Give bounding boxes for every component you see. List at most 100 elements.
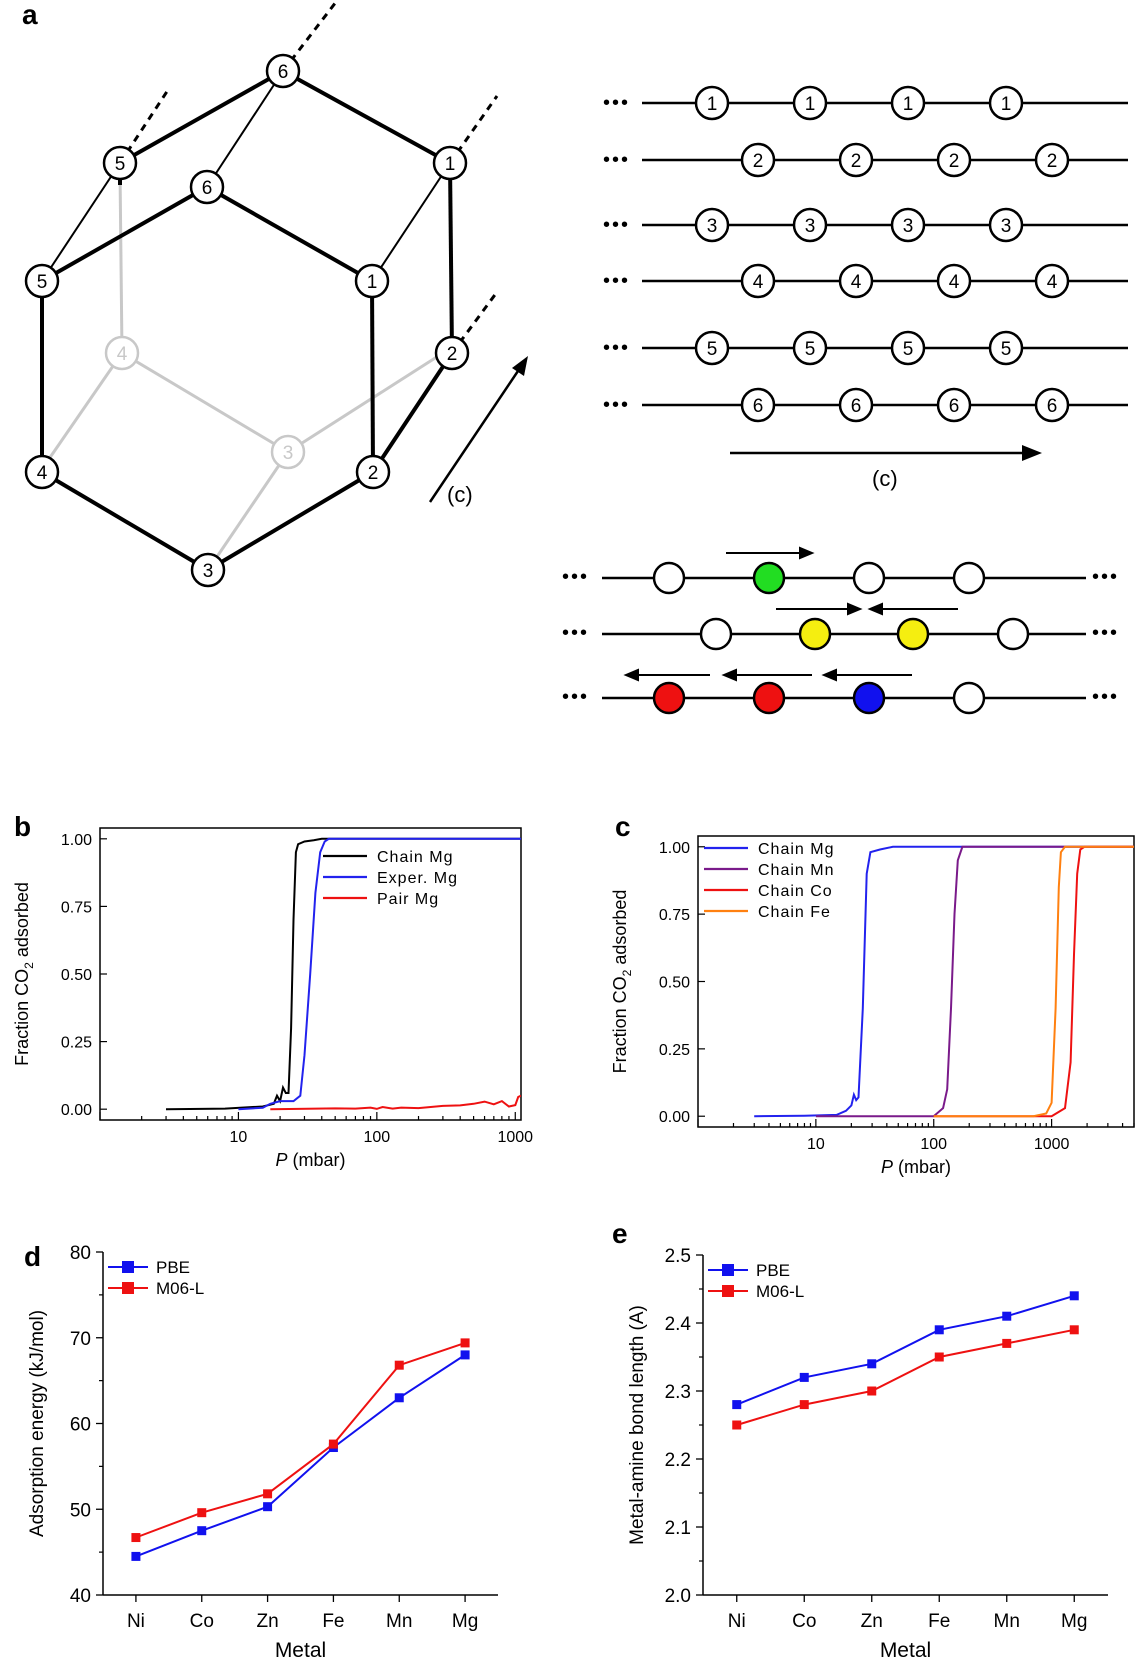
y-tick-label: 2.4	[665, 1314, 692, 1335]
legend-label: Chain Co	[758, 883, 833, 900]
y-tick-label: 2.1	[665, 1518, 691, 1539]
x-tick-label: 100	[920, 1136, 947, 1153]
chain-node-label: 5	[903, 339, 914, 360]
hex-node-back: 4	[104, 335, 140, 371]
chain-node: 4	[740, 263, 776, 299]
chain-node-circle	[792, 85, 828, 121]
chain-node: 3	[694, 207, 730, 243]
c-axis-arrow-chains: (c)	[730, 445, 1042, 491]
data-point	[867, 1359, 877, 1369]
x-tick-label: Mg	[1061, 1611, 1087, 1632]
chart-panel-c: 10 100 1000 0.00 0.25 0.50 0.75 1.00 Chain Mg Cha…	[610, 835, 1135, 1177]
chain-ellipsis: •••	[603, 270, 630, 292]
y-tick-label: 0.75	[61, 899, 92, 916]
x-tick-label: 1000	[497, 1129, 533, 1146]
chain-node-circle	[694, 330, 730, 366]
hex-node: 2	[355, 454, 391, 490]
y-tick-label: 40	[70, 1586, 91, 1607]
y-tick-label: 0.75	[659, 907, 690, 924]
y-axis-label-sub: 2	[620, 969, 634, 976]
svg-text:6: 6	[202, 178, 213, 199]
data-point	[1069, 1291, 1079, 1301]
chain-node-circle	[890, 85, 926, 121]
x-axis-label: Metal	[880, 1639, 931, 1662]
chain-node-label: 2	[753, 151, 764, 172]
y-axis-label-rest: adsorbed	[610, 890, 630, 970]
data-point	[394, 1360, 404, 1370]
chain-ellipsis: •••	[603, 149, 630, 171]
data-point	[1002, 1311, 1012, 1321]
legend-label: M06-L	[756, 1282, 804, 1301]
green-site	[752, 561, 786, 595]
hexagon-front-bonds	[40, 69, 454, 572]
legend-marker	[122, 1261, 134, 1273]
chain-node-circle	[694, 85, 730, 121]
yellow-site	[896, 617, 930, 651]
x-tick-label: Zn	[256, 1611, 278, 1632]
red-site	[752, 681, 786, 715]
chain-rows: ••• 1 1 1 1 ••• 2 2 2 2 ••• 3 3 3 3 ••• 4 4 4 4 ••• 5 5 5 5 ••• 6 6…	[603, 85, 1128, 423]
ellipsis-left: •••	[562, 686, 589, 708]
legend-marker	[722, 1285, 734, 1297]
x-axis-label: P (mbar)	[881, 1157, 951, 1177]
chain-ellipsis: •••	[603, 394, 630, 416]
chart-panel-e: 2.0 2.1 2.2 2.3 2.4 2.5 Ni Co Zn Fe Mn Mg PBE M06-L Me…	[627, 1246, 1108, 1662]
y-tick-label: 70	[70, 1329, 91, 1350]
y-tick-label: 2.2	[665, 1450, 691, 1471]
x-tick-label: Mn	[994, 1611, 1020, 1632]
chain-node-circle	[838, 142, 874, 178]
chain-ellipsis: •••	[603, 92, 630, 114]
y-axis-label-rest: adsorbed	[12, 882, 32, 962]
chain-row: ••• 1 1 1 1	[603, 85, 1128, 121]
chain-node: 1	[988, 85, 1024, 121]
chain-node-circle	[1034, 263, 1070, 299]
data-point	[197, 1526, 207, 1536]
svg-text:3: 3	[283, 443, 294, 464]
chain-node-label: 1	[1001, 94, 1012, 115]
empty-site	[699, 617, 733, 651]
chain-node-label: 3	[1001, 216, 1012, 237]
c-axis-arrow-hex: (c)	[428, 356, 528, 507]
hex-node: 5	[102, 145, 138, 181]
chain-node-circle	[1034, 142, 1070, 178]
y-axis-label: Fraction CO2 adsorbed	[610, 890, 634, 1074]
y-tick-label: 1.00	[659, 840, 690, 857]
chain-ellipsis: •••	[603, 337, 630, 359]
hex-node: 5	[24, 263, 60, 299]
data-point	[732, 1420, 742, 1430]
svg-text:5: 5	[115, 154, 126, 175]
chain-node: 4	[936, 263, 972, 299]
data-point	[799, 1400, 809, 1410]
chain-node-label: 2	[1047, 151, 1058, 172]
hex-node: 1	[354, 263, 390, 299]
y-axis-label: Metal-amine bond length (A)	[627, 1305, 648, 1545]
chain-node-label: 6	[949, 396, 960, 417]
chain-node: 2	[740, 142, 776, 178]
x-tick-label: Mn	[386, 1611, 412, 1632]
y-axis-label-sub: 2	[22, 962, 36, 969]
hex-nodes: 6 5 1 6 5 1 4 3 2 4 2 3	[24, 53, 470, 588]
data-point	[732, 1400, 742, 1410]
ellipsis-left: •••	[562, 622, 589, 644]
y-tick-label: 0.00	[61, 1102, 92, 1119]
chain-node-label: 4	[851, 272, 862, 293]
panel-a-letter: a	[22, 0, 38, 30]
series-line	[165, 837, 521, 1111]
svg-text:2: 2	[447, 344, 458, 365]
chain-row: ••• 4 4 4 4	[603, 263, 1128, 299]
x-tick-label: Ni	[127, 1611, 145, 1632]
y-tick-label: 50	[70, 1500, 91, 1521]
series-line	[815, 845, 1134, 1118]
hex-node: 6	[265, 53, 301, 89]
y-axis-label-main: Fraction CO	[12, 969, 32, 1066]
panel-e-letter: e	[612, 1218, 628, 1249]
series-line	[135, 1354, 466, 1558]
chain-node-label: 3	[805, 216, 816, 237]
chain-node: 1	[890, 85, 926, 121]
y-tick-label: 0.00	[659, 1109, 690, 1126]
chain-node: 5	[694, 330, 730, 366]
hex-node: 2	[434, 335, 470, 371]
hexagon-thin-bonds	[41, 70, 453, 473]
chain-node-circle	[988, 85, 1024, 121]
svg-text:1: 1	[367, 272, 378, 293]
